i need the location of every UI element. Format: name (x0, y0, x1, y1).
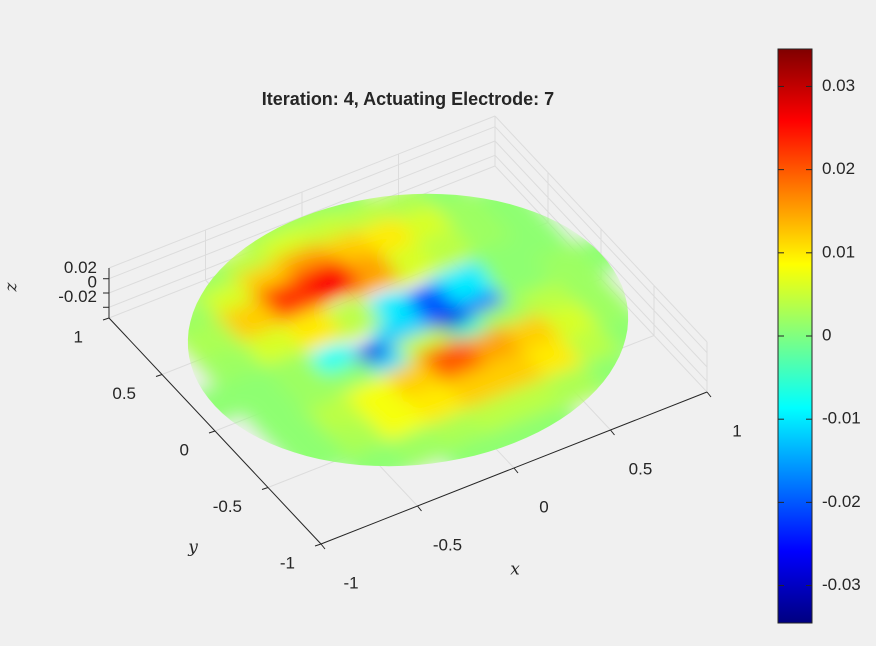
colorbar-tick-label: 0.01 (822, 242, 855, 261)
tick-mark (102, 317, 110, 321)
x-tick-label: 0.5 (629, 459, 653, 478)
tick-mark (155, 374, 163, 377)
z-tick-label: -0.02 (58, 287, 97, 306)
surface-clip (187, 193, 629, 467)
x-tick-label: 1 (732, 421, 741, 440)
z-tick-label: 0.02 (64, 258, 97, 277)
colorbar-tick-label: -0.02 (822, 492, 861, 511)
chart-title: Iteration: 4, Actuating Electrode: 7 (262, 89, 554, 109)
x-tick-label: -0.5 (433, 535, 462, 554)
tick-mark (320, 543, 326, 550)
surface-cell (280, 434, 355, 467)
y-axis-label: y (187, 538, 198, 558)
colorbar-tick-label: 0 (822, 325, 831, 344)
colorbar-tick-label: 0.03 (822, 76, 855, 95)
colorbar-tick-label: 0.02 (822, 159, 855, 178)
y-tick-label: -0.5 (213, 497, 242, 516)
tick-mark (706, 391, 712, 398)
tick-mark (610, 429, 615, 436)
box-edge (494, 115, 708, 343)
grid-line (494, 126, 708, 354)
tick-mark (261, 487, 269, 490)
tick-mark (208, 430, 216, 434)
box-edge (108, 115, 496, 269)
z-axis-label: z (2, 281, 22, 292)
surface (187, 193, 629, 467)
grid-line (108, 126, 496, 280)
z-tick-label: 0 (88, 272, 97, 291)
tick-mark (417, 505, 422, 512)
colorbar-ticks: -0.03 -0.02 -0.01 0 0.01 0.02 0.03 (778, 76, 861, 594)
surface-cell (339, 441, 415, 467)
x-tick-label: 0 (539, 497, 548, 516)
colorbar-tick-label: -0.01 (822, 409, 861, 428)
tick-mark (314, 543, 322, 547)
y-tick-label: 0 (180, 440, 189, 459)
y-tick-label: -1 (280, 553, 295, 572)
colorbar-tick-label: -0.03 (822, 575, 861, 594)
y-tick-label: 0.5 (112, 384, 136, 403)
tick-mark (513, 467, 519, 474)
y-tick-label: 1 (74, 327, 83, 346)
x-axis-label: x (510, 560, 520, 580)
x-tick-label: -1 (343, 573, 358, 592)
